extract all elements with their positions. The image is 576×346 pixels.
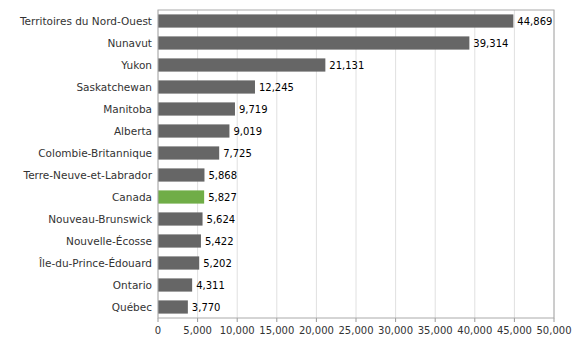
y-tick-label: Nouvelle-Écosse (66, 235, 152, 247)
grid-line (316, 10, 317, 318)
y-tick-label: Alberta (114, 125, 152, 137)
data-labels: 44,869 39,314 21,131 12,245 9,719 9,019 7,725 5… (192, 16, 553, 313)
x-axis: 0 5,000 10,000 15,000 20,000 25,000 30,000 35,0… (155, 318, 572, 336)
bar (158, 300, 188, 313)
x-tick-label: 0 (155, 325, 161, 336)
x-tick (395, 318, 396, 322)
x-tick-label: 25,000 (339, 325, 374, 336)
x-tick-label: 20,000 (299, 325, 334, 336)
bar (158, 14, 513, 27)
x-tick-label: 15,000 (259, 325, 294, 336)
y-tick-label: Nunavut (107, 37, 152, 49)
y-tick-label: Manitoba (103, 103, 152, 115)
data-label: 44,869 (517, 16, 552, 27)
x-tick-label: 40,000 (457, 325, 492, 336)
x-tick-label: 5,000 (183, 325, 212, 336)
bar (158, 212, 203, 225)
chart-container: 0 5,000 10,000 15,000 20,000 25,000 30,000 35,0… (0, 0, 576, 346)
data-label: 5,827 (208, 192, 237, 203)
x-tick (276, 318, 277, 322)
data-label: 9,019 (233, 126, 262, 137)
data-label: 7,725 (223, 148, 252, 159)
x-tick-label: 35,000 (418, 325, 453, 336)
bar (158, 168, 204, 181)
x-tick-label: 45,000 (497, 325, 532, 336)
chart: 0 5,000 10,000 15,000 20,000 25,000 30,000 35,0… (0, 0, 576, 346)
y-tick-label: Canada (112, 191, 152, 203)
grid (158, 10, 554, 318)
x-tick (316, 318, 317, 322)
data-label: 5,868 (208, 170, 237, 181)
data-label: 4,311 (196, 280, 225, 291)
x-tick (474, 318, 475, 322)
bar (158, 36, 469, 49)
data-label: 5,202 (203, 258, 232, 269)
bar (158, 102, 235, 115)
x-tick-label: 50,000 (537, 325, 572, 336)
grid-line (474, 10, 475, 318)
data-label: 39,314 (473, 38, 508, 49)
y-tick-label: Québec (112, 301, 153, 313)
y-tick-label: Ontario (113, 279, 152, 291)
plot-frame (158, 10, 554, 318)
bar (158, 278, 192, 291)
x-tick-label: 30,000 (378, 325, 413, 336)
x-tick (158, 318, 159, 322)
grid-line (356, 10, 357, 318)
bar (158, 190, 204, 203)
bars (158, 14, 513, 313)
y-tick-label: Saskatchewan (76, 81, 152, 93)
bar (158, 146, 219, 159)
y-tick-label: Terre-Neuve-et-Labrador (23, 169, 153, 181)
x-tick (554, 318, 555, 322)
grid-line (435, 10, 436, 318)
grid-line (276, 10, 277, 318)
grid-line (514, 10, 515, 318)
data-label: 5,422 (205, 236, 234, 247)
bar (158, 124, 229, 137)
x-tick (237, 318, 238, 322)
x-tick (514, 318, 515, 322)
x-tick (435, 318, 436, 322)
y-tick-label: Territoires du Nord-Ouest (19, 15, 152, 27)
data-label: 9,719 (239, 104, 268, 115)
x-tick (356, 318, 357, 322)
y-tick-label: Île-du-Prince-Édouard (38, 257, 152, 269)
y-axis: Territoires du Nord-Ouest Nunavut Yukon Sas… (19, 15, 153, 313)
bar (158, 80, 255, 93)
x-tick-label: 10,000 (220, 325, 255, 336)
y-tick-label: Colombie-Britannique (38, 147, 152, 159)
bar (158, 256, 199, 269)
data-label: 5,624 (207, 214, 236, 225)
bar (158, 58, 325, 71)
data-label: 3,770 (192, 302, 221, 313)
grid-line (197, 10, 198, 318)
bar (158, 234, 201, 247)
grid-line (237, 10, 238, 318)
grid-line (395, 10, 396, 318)
y-tick-label: Nouveau-Brunswick (48, 213, 153, 225)
data-label: 12,245 (259, 82, 294, 93)
x-tick (197, 318, 198, 322)
y-tick-label: Yukon (120, 59, 152, 71)
data-label: 21,131 (329, 60, 364, 71)
